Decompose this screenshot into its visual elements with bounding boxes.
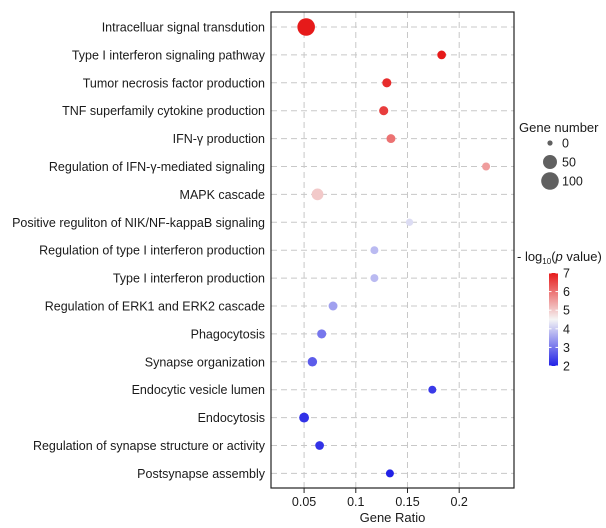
point-regulation-of-synapse-structure-or-activity [315,441,324,450]
color-legend-title: - log10(p value) [517,249,602,266]
plot-frame [270,11,515,489]
point-ifn-production [386,134,396,144]
x-tick-label: 0.1 [347,495,364,509]
point-regulation-of-type-i-interferon-production [370,246,379,255]
point-endocytic-vesicle-lumen [428,385,437,394]
size-legend-title: Gene number [519,120,599,135]
y-label-ifn-production: IFN-γ production [173,132,265,146]
color-tick-label: 5 [563,304,570,318]
color-tick-label: 6 [563,285,570,299]
size-legend: Gene number 0 50 100 [519,120,599,190]
color-legend: - log10(p value) 7 6 5 4 3 2 [517,249,602,374]
y-label-intracelluar-signal-transdution: Intracelluar signal transdution [102,21,265,35]
y-label-endocytic-vesicle-lumen: Endocytic vesicle lumen [132,383,265,397]
color-legend-title-open: ( [551,249,556,264]
x-axis: 0.05 0.1 0.15 0.2 [292,488,468,509]
color-bar-ticks: 7 6 5 4 3 2 [549,267,570,374]
color-tick-label: 7 [563,267,570,281]
point-tumor-necrosis-factor-production [382,78,392,88]
data-points [297,18,491,478]
point-phagocytosis [317,329,327,339]
point-mapk-cascade [311,188,324,201]
color-tick-label: 4 [563,322,570,336]
point-endocytosis [299,412,310,423]
y-label-type-i-interferon-signaling-pathway: Type I interferon signaling pathway [72,48,266,62]
color-bar [549,273,558,366]
y-label-tnf-superfamily-cytokine-production: TNF superfamily cytokine production [62,104,265,118]
y-label-regulation-of-erk1-and-erk2-cascade: Regulation of ERK1 and ERK2 cascade [45,300,265,314]
point-positive-reguliton-of-nik-nf-kappab-signaling [405,218,414,226]
y-label-type-i-interferon-production: Type I interferon production [113,272,265,286]
y-label-synapse-organization: Synapse organization [145,355,265,369]
color-tick-label: 3 [563,341,570,355]
color-tick-label: 2 [563,360,570,374]
point-type-i-interferon-signaling-pathway [437,50,446,60]
color-legend-title-italic: p [555,249,563,264]
point-postsynapse-assembly [385,469,394,478]
size-legend-label: 0 [562,137,569,151]
y-label-positive-reguliton-of-nik-nf-kappab-signaling: Positive reguliton of NIK/NF-kappaB sign… [12,216,265,230]
size-legend-circle [543,155,557,169]
color-legend-title-rest: value) [563,249,602,264]
point-synapse-organization [307,357,318,367]
x-axis-title: Gene Ratio [360,510,426,525]
point-regulation-of-erk1-and-erk2-cascade [328,301,338,311]
point-regulation-of-ifn-mediated-signaling [482,162,491,171]
y-label-postsynapse-assembly: Postsynapse assembly [137,467,266,481]
y-label-mapk-cascade: MAPK cascade [180,188,266,202]
x-tick-label: 0.2 [451,495,468,509]
point-type-i-interferon-production [370,274,379,283]
size-legend-circle [541,172,559,190]
y-label-regulation-of-ifn-mediated-signaling: Regulation of IFN-γ-mediated signaling [49,160,265,174]
point-tnf-superfamily-cytokine-production [379,106,389,116]
x-tick-label: 0.15 [395,495,419,509]
y-axis-labels: Intracelluar signal transdution Type I in… [12,21,266,481]
y-label-regulation-of-type-i-interferon-production: Regulation of type I interferon producti… [39,244,265,258]
y-label-regulation-of-synapse-structure-or-activity: Regulation of synapse structure or activ… [33,439,266,453]
x-tick-label: 0.05 [292,495,316,509]
color-legend-title-subscript: 10 [542,257,551,266]
y-label-tumor-necrosis-factor-production: Tumor necrosis factor production [83,76,265,90]
y-label-phagocytosis: Phagocytosis [191,327,265,341]
y-label-endocytosis: Endocytosis [198,411,265,425]
point-intracelluar-signal-transdution [297,18,315,36]
size-legend-label: 50 [562,156,576,170]
size-legend-label: 100 [562,175,583,189]
color-legend-title-prefix: - log [517,249,542,264]
size-legend-circle [547,140,553,146]
